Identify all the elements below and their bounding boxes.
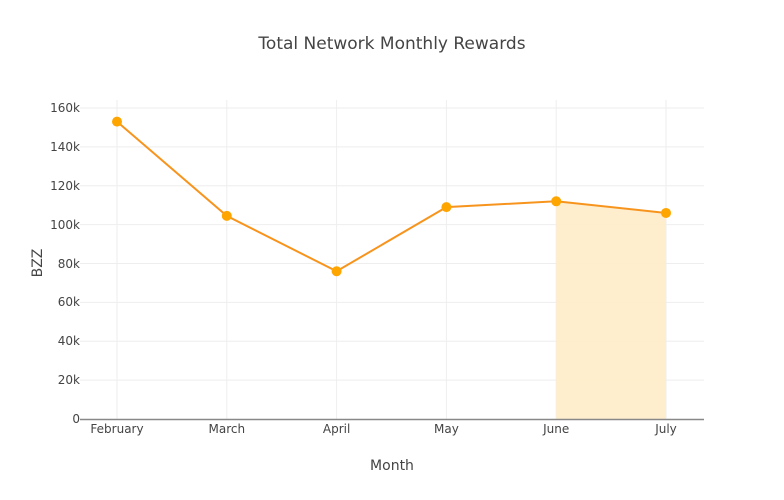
y-tick-label: 40k [57, 334, 80, 349]
data-point-marker[interactable] [661, 207, 671, 218]
data-point-marker[interactable] [112, 116, 122, 127]
y-tick-label: 80k [57, 256, 80, 271]
x-tick-label: June [543, 422, 570, 436]
data-point-marker[interactable] [551, 196, 562, 207]
x-axis-label: Month [370, 458, 414, 474]
y-tick-label: 60k [57, 295, 80, 310]
y-tick-label: 140k [50, 139, 80, 154]
x-tick-label: May [433, 422, 459, 436]
highlight-area [556, 201, 666, 419]
x-tick-label: July [655, 422, 677, 436]
data-point-marker[interactable] [441, 202, 452, 213]
y-axis-label: BZZ [30, 248, 46, 278]
x-tick-label: April [322, 422, 351, 436]
x-tick-label: February [90, 422, 144, 436]
chart-title: Total Network Monthly Rewards [258, 34, 526, 54]
y-tick-label: 120k [50, 178, 80, 193]
data-point-marker[interactable] [221, 210, 232, 221]
data-line [116, 120, 667, 273]
y-tick-label: 100k [50, 217, 80, 232]
x-tick-label: March [208, 422, 246, 436]
y-tick-label: 0 [72, 412, 80, 426]
data-markers [112, 116, 671, 277]
y-tick-label: 20k [57, 373, 80, 388]
data-point-marker[interactable] [331, 266, 342, 277]
y-tick-label: 160k [50, 101, 80, 115]
